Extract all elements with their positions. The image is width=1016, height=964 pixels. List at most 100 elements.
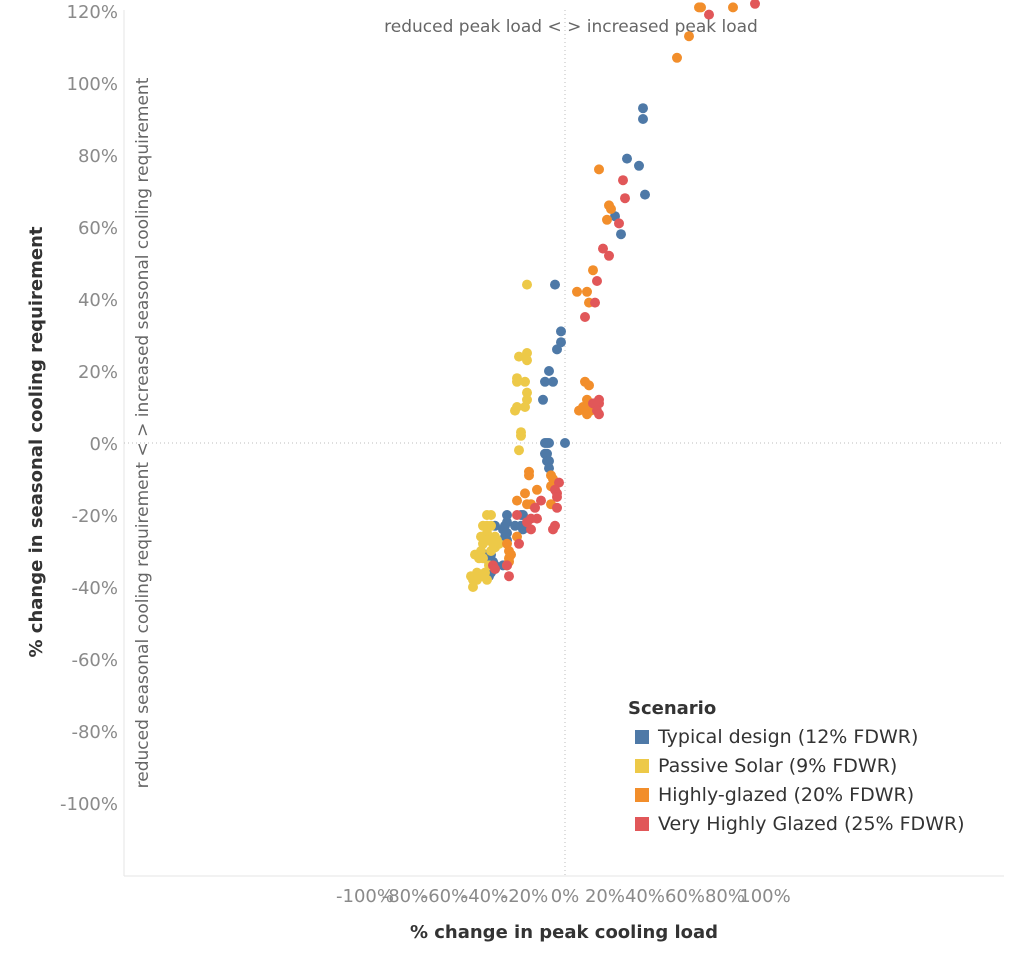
data-point [514, 445, 524, 456]
data-point [582, 286, 592, 297]
data-point [520, 488, 530, 499]
x-tick-label: -80% [382, 886, 429, 907]
data-point [530, 502, 540, 513]
x-tick-label: 40% [625, 886, 665, 907]
data-point [540, 376, 550, 387]
data-point [540, 438, 550, 448]
data-point [522, 279, 532, 290]
data-point [512, 376, 522, 387]
data-points [466, 0, 760, 592]
x-tick-label: -40% [462, 886, 509, 907]
x-axis-title: % change in peak cooling load [410, 922, 718, 943]
data-point [574, 405, 584, 416]
data-point [516, 430, 526, 441]
data-point [696, 2, 706, 13]
data-point [520, 376, 530, 387]
x-tick-label: 20% [585, 886, 625, 907]
legend-title: Scenario [628, 698, 716, 719]
y-axis-title: % change in seasonal cooling requirement [26, 226, 47, 657]
y-tick-label: 0% [89, 434, 118, 455]
legend-label: Passive Solar (9% FDWR) [658, 755, 897, 777]
data-point [640, 189, 650, 200]
data-point [606, 204, 616, 214]
series [502, 2, 738, 571]
x-tick-label: -100% [336, 886, 394, 907]
data-point [750, 0, 760, 9]
legend-entries: Typical design (12% FDWR) Passive Solar (… [635, 726, 965, 835]
y-tick-label: 40% [78, 290, 118, 311]
x-tick-label: 60% [665, 886, 705, 907]
legend-swatch [635, 759, 649, 773]
y-tick-label: 60% [78, 218, 118, 239]
legend-label: Typical design (12% FDWR) [657, 726, 918, 748]
data-point [522, 348, 532, 358]
data-point [486, 510, 496, 520]
data-point [522, 355, 532, 366]
legend-label: Highly-glazed (20% FDWR) [658, 784, 914, 806]
legend-swatch [635, 730, 649, 744]
x-axis-tick-labels: -100%-80%-60%-40%-20% 0% 20% 40% 60% 80%100% [336, 886, 791, 907]
data-point [620, 193, 630, 204]
data-point [504, 571, 514, 582]
data-point [560, 438, 570, 448]
data-point [512, 495, 522, 506]
data-point [598, 243, 608, 254]
data-point [520, 402, 530, 412]
y-tick-label: -100% [60, 794, 118, 815]
data-point [684, 31, 694, 42]
data-point [524, 470, 534, 481]
x-tick-label: -20% [502, 886, 549, 907]
data-point [482, 574, 492, 585]
data-point [594, 164, 604, 175]
y-axis-tick-labels: 120% 100% 80% 60% 40% 20% 0% -20% -40% -60% -80% -1… [60, 2, 118, 815]
data-point [502, 510, 512, 520]
data-point [522, 387, 532, 398]
data-point [590, 297, 600, 308]
data-point [638, 103, 648, 114]
series [466, 279, 532, 592]
data-point [572, 286, 582, 297]
data-point [556, 326, 566, 337]
data-point [548, 376, 558, 387]
data-point [728, 2, 738, 13]
data-point [618, 175, 628, 186]
data-point [512, 510, 522, 520]
data-point [604, 250, 614, 261]
top-annotation: reduced peak load < > increased peak loa… [384, 17, 758, 37]
data-point [602, 214, 612, 225]
data-point [510, 405, 520, 416]
data-point [552, 502, 562, 513]
data-point [622, 153, 632, 164]
data-point [532, 484, 542, 495]
data-point [514, 351, 524, 362]
legend: Scenario Typical design (12% FDWR) Passiv… [628, 698, 965, 835]
legend-label: Very Highly Glazed (25% FDWR) [658, 813, 965, 835]
y-tick-label: 20% [78, 362, 118, 383]
y-tick-label: -80% [71, 722, 118, 743]
data-point [552, 492, 562, 502]
data-point [526, 524, 536, 535]
data-point [580, 312, 590, 322]
data-point [550, 279, 560, 290]
data-point [552, 344, 562, 355]
data-point [592, 276, 602, 286]
legend-swatch [635, 817, 649, 831]
data-point [544, 456, 554, 466]
data-point [490, 564, 500, 574]
data-point [538, 394, 548, 405]
data-point [614, 218, 624, 229]
data-point [616, 229, 626, 240]
y-tick-label: -40% [71, 578, 118, 599]
data-point [634, 160, 644, 171]
data-point [588, 265, 598, 276]
data-point [638, 114, 648, 124]
y-tick-label: -20% [71, 506, 118, 527]
x-tick-label: 100% [739, 886, 790, 907]
x-tick-label: 0% [551, 886, 580, 907]
x-tick-label: 80% [705, 886, 745, 907]
data-point [514, 538, 524, 549]
y-tick-label: 100% [67, 74, 118, 95]
data-point [704, 9, 714, 20]
data-point [478, 553, 488, 564]
